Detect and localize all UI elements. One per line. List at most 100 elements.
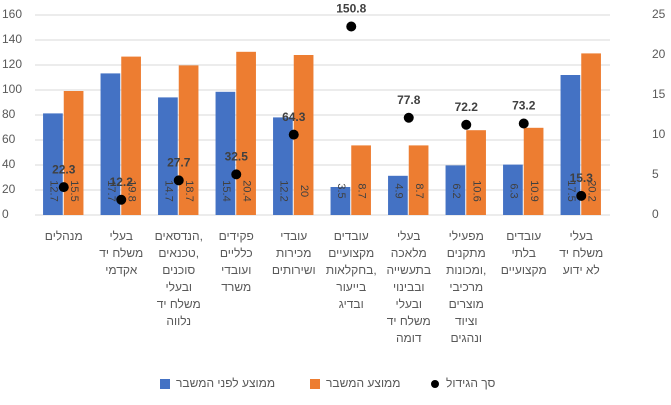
dot [173, 175, 184, 186]
x-tick-label: הנדסאים, [155, 229, 203, 243]
x-tick-label: עובדים [334, 229, 369, 243]
x-tick-label: פקידים [219, 229, 254, 243]
y-tick-label: 40 [2, 157, 16, 171]
y-tick-label: 80 [2, 107, 16, 121]
dot [403, 112, 414, 123]
dot [576, 190, 587, 201]
dot [461, 119, 472, 130]
y2-tick-label: 5 [652, 167, 659, 181]
y-tick-label: 60 [2, 132, 16, 146]
bar-value-label: 18.7 [183, 180, 195, 201]
x-tick-label: ומכונות, [446, 263, 486, 277]
x-tick-label: אקדמי [105, 263, 137, 277]
x-tick-label: בלתי [512, 246, 536, 260]
legend-marker [160, 379, 170, 389]
dot [58, 182, 69, 193]
bar-value-label: 8.7 [356, 183, 368, 198]
x-tick-label: מוצרים [449, 297, 484, 311]
bar-value-label: 6.3 [507, 183, 519, 198]
bar-value-label: 20.4 [241, 180, 253, 201]
y-tick-label: 100 [2, 82, 22, 96]
x-tick-label: ועובדי [221, 263, 251, 277]
bar [158, 97, 178, 215]
x-tick-label: מכירות [276, 246, 311, 260]
x-tick-label: ובדיג [339, 297, 364, 311]
bar-value-label: 10.6 [471, 180, 483, 201]
bar [503, 164, 523, 215]
legend-marker [431, 380, 439, 388]
bar [466, 130, 486, 215]
x-tick-label: ושירותים [272, 263, 316, 277]
x-tick-label: מפעילי [449, 229, 484, 243]
bar [581, 53, 601, 216]
legend-marker [310, 379, 320, 389]
bar-value-label: 3.5 [335, 183, 347, 198]
x-tick-label: כלליים [220, 246, 253, 260]
dot [231, 169, 242, 180]
x-tick-label: מתקנים [447, 246, 486, 260]
bar-value-label: 19.8 [126, 180, 138, 201]
dot-value-label: 32.5 [225, 150, 249, 164]
x-tick-label: מקצועיים [328, 246, 374, 260]
legend-label: סך הגידול [446, 376, 496, 390]
x-tick-label: לא ידוע [563, 263, 600, 277]
bar-value-label: 10.9 [528, 180, 540, 201]
bar-value-label: 17.7 [105, 180, 117, 201]
x-tick-label: בעלי [110, 229, 133, 243]
bar [560, 75, 581, 215]
bar-value-label: 15.5 [68, 180, 80, 201]
bar-value-label: 12.7 [47, 180, 59, 201]
x-tick-label: ובבינוי [393, 280, 425, 294]
x-tick-label: ובעלי [395, 297, 422, 311]
dot-value-label: 64.3 [282, 110, 306, 124]
dot-value-label: 12.2 [110, 175, 134, 189]
x-tick-label: עובדים [506, 229, 541, 243]
x-tick-label: בחקלאות, [326, 263, 377, 277]
y-tick-label: 160 [2, 7, 22, 21]
x-tick-label: משלח יד [157, 297, 201, 311]
bar [408, 145, 429, 215]
y2-tick-label: 0 [652, 207, 659, 221]
y-tick-label: 120 [2, 57, 22, 71]
bar [43, 113, 63, 215]
x-tick-label: וציוד [455, 314, 478, 328]
dot [116, 194, 127, 205]
dot [288, 129, 299, 140]
x-tick-label: נלווה [166, 314, 191, 328]
bar [121, 56, 141, 215]
x-tick-label: טכנאים, [158, 246, 199, 260]
x-tick-label: מנהלים [45, 229, 83, 243]
y2-tick-label: 20 [652, 47, 666, 61]
bar-value-label: 17.5 [565, 180, 577, 201]
bar [388, 175, 408, 215]
x-tick-label: בעלי [570, 229, 593, 243]
bar [215, 91, 236, 215]
bar [330, 187, 351, 215]
legend-label: ממוצע לפני המשבר [176, 376, 275, 390]
y-tick-label: 140 [2, 32, 22, 46]
x-tick-label: משרד [221, 280, 251, 294]
bar-value-label: 20 [298, 185, 310, 197]
x-tick-label: בייעור [336, 280, 366, 294]
y2-tick-label: 25 [652, 7, 666, 21]
dot [518, 118, 529, 129]
x-tick-label: בעלי [397, 229, 420, 243]
x-tick-label: משלח יד [387, 314, 431, 328]
dot-value-label: 150.8 [336, 2, 366, 16]
dot-value-label: 27.7 [167, 156, 191, 170]
x-tick-label: משלח יד [559, 246, 603, 260]
bar-value-label: 12.2 [277, 180, 289, 201]
dot-value-label: 73.2 [512, 99, 536, 113]
y-tick-label: 0 [2, 207, 9, 221]
bar-value-label: 15.4 [220, 180, 232, 201]
bar [100, 73, 121, 216]
bar [178, 65, 199, 216]
bar-value-label: 20.2 [586, 180, 598, 201]
bar-value-label: 14.7 [162, 180, 174, 201]
bar [445, 165, 466, 215]
y-tick-label: 20 [2, 182, 16, 196]
x-tick-label: מרכיבי [449, 280, 483, 294]
bar [273, 117, 293, 215]
dot-value-label: 72.2 [455, 100, 479, 114]
x-tick-label: מלאכה [391, 246, 427, 260]
